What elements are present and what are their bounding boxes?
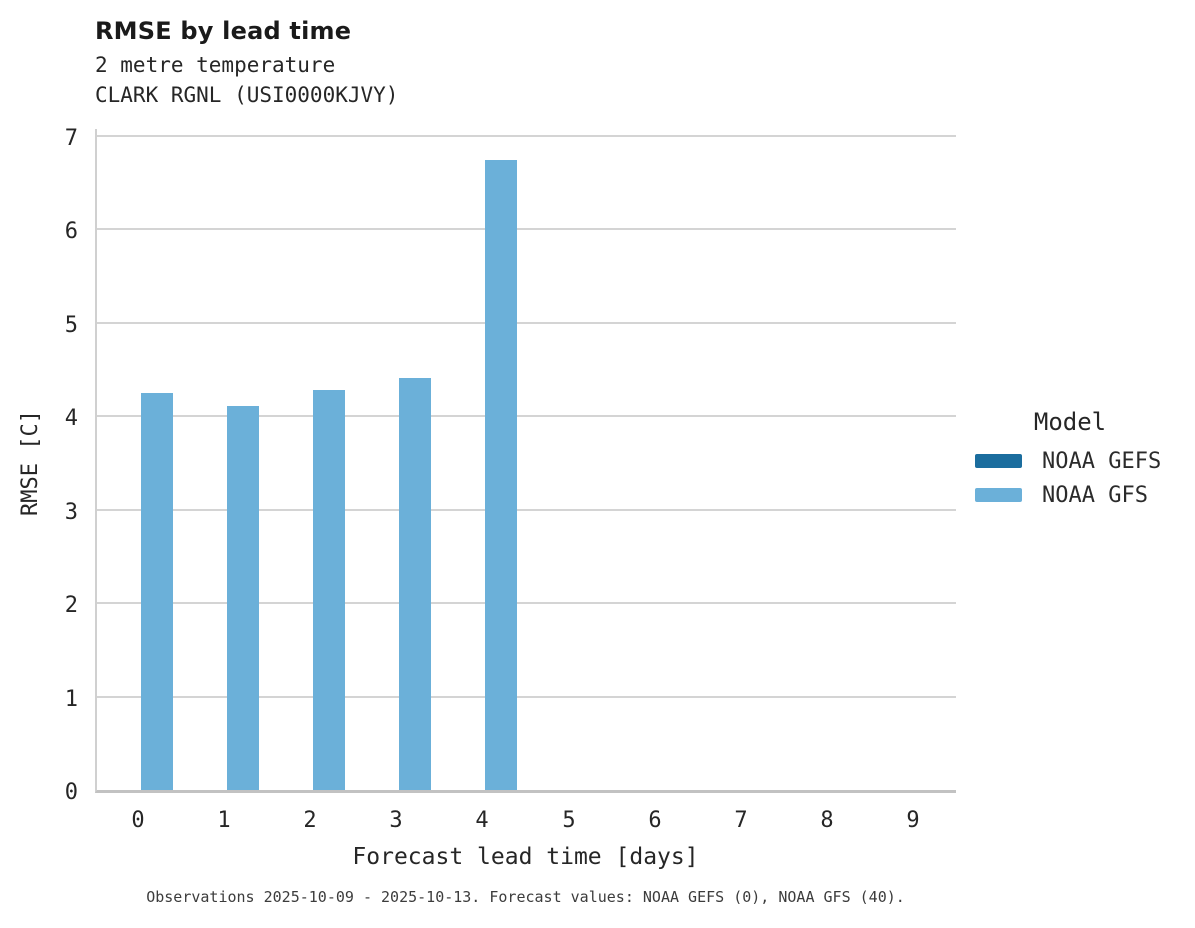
- x-tick-label-6: 6: [648, 808, 662, 833]
- footer-caption: Observations 2025-10-09 - 2025-10-13. Fo…: [146, 888, 905, 906]
- gridline-y-1: [97, 695, 956, 698]
- x-tick-label-8: 8: [820, 808, 834, 833]
- x-tick-label-7: 7: [734, 808, 748, 833]
- y-tick-label-1: 1: [64, 687, 78, 712]
- legend-entry-noaa-gfs: NOAA GFS: [965, 478, 1190, 512]
- x-tick-label-2: 2: [303, 808, 317, 833]
- gridline-y-5: [97, 321, 956, 324]
- gridline-y-2: [97, 602, 956, 604]
- legend-label: NOAA GEFS: [1042, 448, 1162, 474]
- legend-swatch-icon: [975, 488, 1022, 502]
- gridline-y-7: [97, 134, 956, 137]
- x-tick-label-0: 0: [131, 808, 145, 833]
- y-tick-label-6: 6: [64, 219, 78, 244]
- x-tick-label-5: 5: [562, 808, 576, 833]
- x-tick-label-3: 3: [389, 808, 403, 833]
- x-tick-label-1: 1: [217, 808, 231, 833]
- gridline-y-6: [97, 228, 956, 230]
- y-tick-label-5: 5: [64, 313, 78, 338]
- x-tick-label-9: 9: [906, 808, 920, 833]
- y-tick-label-0: 0: [64, 780, 78, 805]
- y-tick-label-2: 2: [64, 593, 78, 618]
- y-tick-label-4: 4: [64, 406, 78, 431]
- y-tick-label-7: 7: [64, 126, 78, 151]
- legend-title: Model: [1033, 408, 1107, 436]
- x-axis-title: Forecast lead time [days]: [352, 844, 699, 870]
- bar-noaa-gfs-day-1: [227, 406, 260, 790]
- legend-swatch-icon: [975, 454, 1022, 468]
- chart-subtitle-station: CLARK RGNL (USI0000KJVY): [95, 83, 399, 107]
- chart-subtitle-variable: 2 metre temperature: [95, 53, 336, 77]
- legend-entry-noaa-gefs: NOAA GEFS: [965, 444, 1190, 478]
- bar-noaa-gfs-day-0: [141, 393, 174, 790]
- legend-label: NOAA GFS: [1042, 482, 1148, 508]
- plot-area: [95, 129, 956, 793]
- gridline-y-3: [97, 508, 956, 511]
- y-axis-title: RMSE [C]: [18, 410, 43, 516]
- bar-noaa-gfs-day-4: [485, 160, 518, 790]
- y-tick-label-3: 3: [64, 500, 78, 525]
- legend: Model NOAA GEFS NOAA GFS: [965, 408, 1190, 512]
- x-tick-label-4: 4: [475, 808, 489, 833]
- chart-title: RMSE by lead time: [95, 17, 352, 45]
- gridline-y-4: [97, 415, 956, 417]
- bar-noaa-gfs-day-2: [313, 390, 346, 790]
- bar-noaa-gfs-day-3: [399, 378, 432, 790]
